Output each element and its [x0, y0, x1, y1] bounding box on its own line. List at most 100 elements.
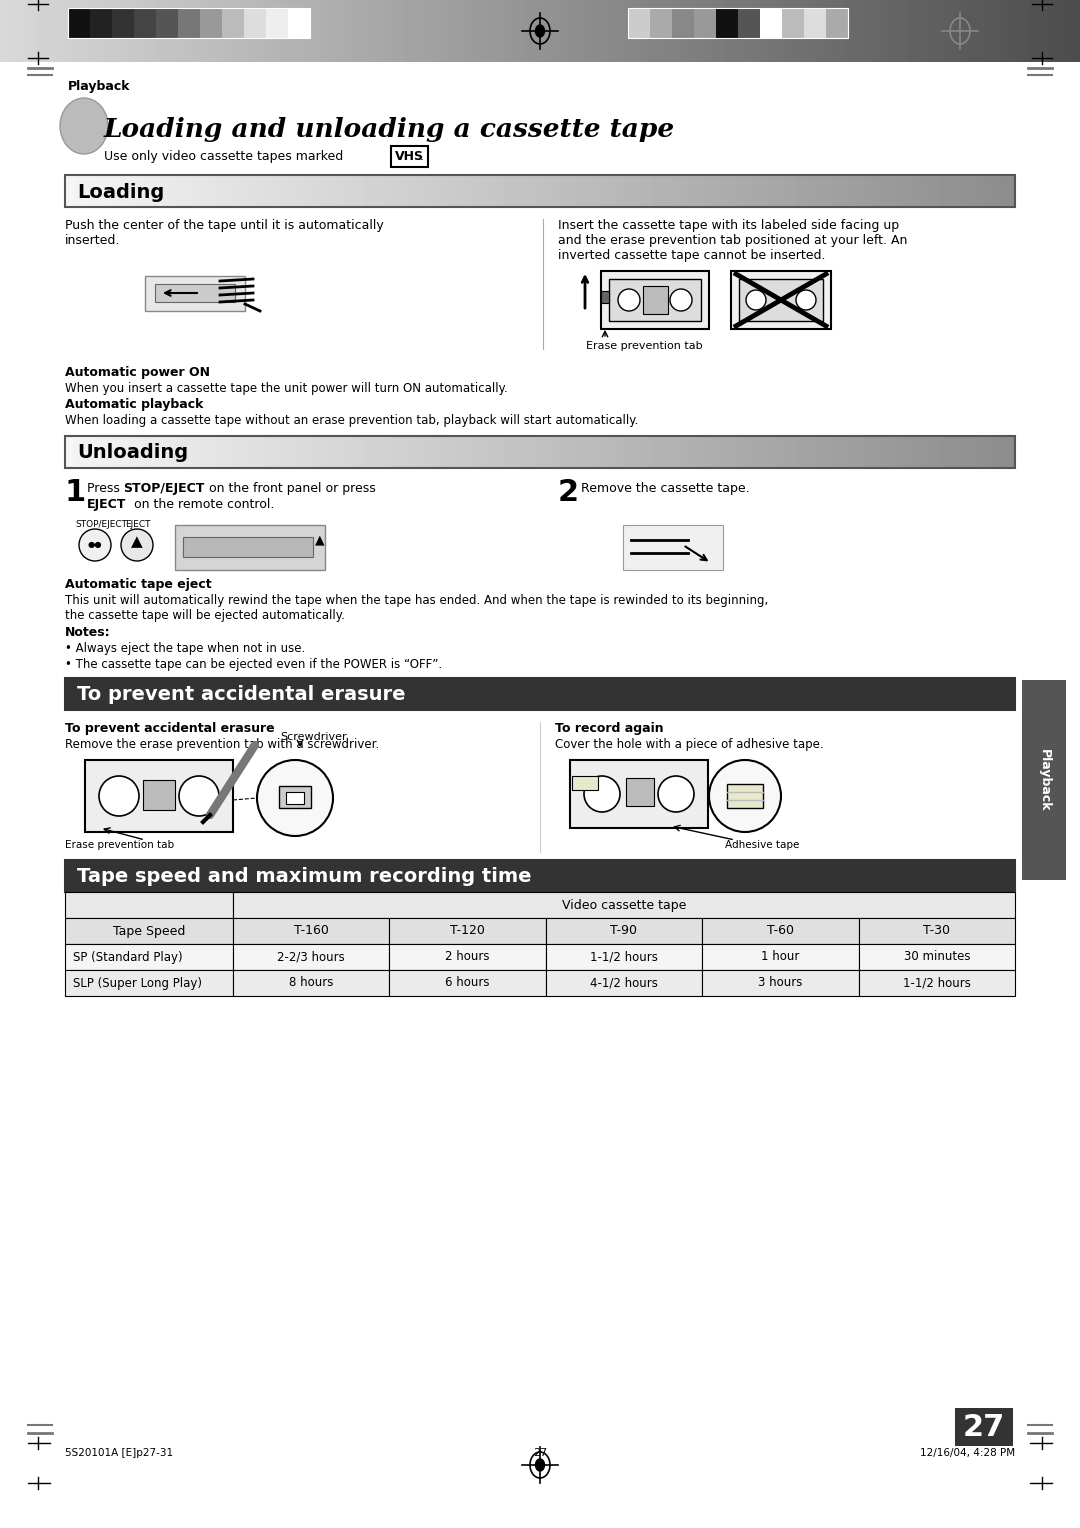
- Bar: [859, 918, 1015, 944]
- Bar: [572, 776, 598, 790]
- Bar: [738, 8, 760, 38]
- Bar: [65, 970, 233, 996]
- Text: 5S20101A [E]p27-31: 5S20101A [E]p27-31: [65, 1449, 173, 1458]
- Circle shape: [746, 290, 766, 310]
- Bar: [545, 970, 702, 996]
- Text: Automatic playback: Automatic playback: [65, 397, 203, 411]
- Bar: [90, 8, 112, 38]
- Bar: [143, 779, 175, 810]
- Circle shape: [79, 529, 111, 561]
- Text: Automatic tape eject: Automatic tape eject: [65, 578, 212, 591]
- Circle shape: [121, 529, 153, 561]
- Bar: [68, 8, 310, 38]
- Text: To prevent accidental erasure: To prevent accidental erasure: [65, 723, 274, 735]
- Bar: [233, 918, 390, 944]
- Text: Video cassette tape: Video cassette tape: [562, 898, 686, 912]
- Bar: [222, 8, 244, 38]
- Text: T-90: T-90: [610, 924, 637, 938]
- Text: 1-1/2 hours: 1-1/2 hours: [903, 976, 971, 990]
- Bar: [390, 944, 545, 970]
- Bar: [65, 918, 233, 944]
- Bar: [178, 8, 200, 38]
- Text: 27: 27: [532, 1449, 548, 1458]
- Text: Unloading: Unloading: [77, 443, 188, 463]
- Text: STOP/EJECT: STOP/EJECT: [123, 481, 204, 495]
- Text: Automatic power ON: Automatic power ON: [65, 367, 210, 379]
- Text: Remove the cassette tape.: Remove the cassette tape.: [581, 481, 750, 495]
- Bar: [156, 8, 178, 38]
- Bar: [804, 8, 826, 38]
- Circle shape: [179, 776, 219, 816]
- Text: VHS: VHS: [395, 150, 424, 163]
- Text: ▲: ▲: [315, 533, 325, 545]
- Bar: [623, 526, 723, 570]
- Bar: [279, 785, 311, 808]
- Bar: [288, 8, 310, 38]
- Bar: [134, 8, 156, 38]
- Text: 27: 27: [963, 1412, 1005, 1441]
- Bar: [545, 918, 702, 944]
- Text: 1 hour: 1 hour: [761, 950, 799, 964]
- Bar: [183, 536, 313, 558]
- Circle shape: [796, 290, 816, 310]
- Bar: [233, 970, 390, 996]
- Text: 1-1/2 hours: 1-1/2 hours: [590, 950, 658, 964]
- Bar: [650, 8, 672, 38]
- Text: on the front panel or press: on the front panel or press: [205, 481, 376, 495]
- Bar: [694, 8, 716, 38]
- Text: EJECT: EJECT: [125, 520, 150, 529]
- Text: .: .: [420, 150, 424, 163]
- Text: Erase prevention tab: Erase prevention tab: [65, 840, 174, 850]
- Text: T-30: T-30: [923, 924, 950, 938]
- Text: To prevent accidental erasure: To prevent accidental erasure: [77, 686, 405, 704]
- Text: 2-2/3 hours: 2-2/3 hours: [278, 950, 346, 964]
- Text: Push the center of the tape until it is automatically
inserted.: Push the center of the tape until it is …: [65, 219, 383, 248]
- Bar: [859, 970, 1015, 996]
- Text: This unit will automatically rewind the tape when the tape has ended. And when t: This unit will automatically rewind the …: [65, 594, 768, 622]
- Text: ▲: ▲: [131, 535, 143, 550]
- Text: 12/16/04, 4:28 PM: 12/16/04, 4:28 PM: [920, 1449, 1015, 1458]
- Text: T-160: T-160: [294, 924, 328, 938]
- Text: • The cassette tape can be ejected even if the POWER is “OFF”.: • The cassette tape can be ejected even …: [65, 659, 442, 671]
- Bar: [85, 759, 233, 833]
- Text: 1: 1: [65, 478, 86, 507]
- Bar: [244, 8, 266, 38]
- Text: Erase prevention tab: Erase prevention tab: [586, 341, 703, 351]
- Text: When you insert a cassette tape the unit power will turn ON automatically.: When you insert a cassette tape the unit…: [65, 382, 508, 396]
- Bar: [233, 892, 1015, 918]
- Bar: [600, 290, 609, 303]
- Text: Screwdriver: Screwdriver: [280, 732, 347, 743]
- Bar: [702, 944, 859, 970]
- Bar: [112, 8, 134, 38]
- Circle shape: [658, 776, 694, 811]
- Text: T-120: T-120: [450, 924, 485, 938]
- Bar: [600, 270, 708, 329]
- Text: Remove the erase prevention tab with a screwdriver.: Remove the erase prevention tab with a s…: [65, 738, 379, 750]
- Bar: [727, 784, 762, 808]
- Text: Playback: Playback: [68, 79, 131, 93]
- Text: Tape speed and maximum recording time: Tape speed and maximum recording time: [77, 868, 531, 886]
- Circle shape: [708, 759, 781, 833]
- Circle shape: [99, 776, 139, 816]
- Bar: [65, 678, 1015, 711]
- Bar: [65, 892, 233, 918]
- Bar: [702, 970, 859, 996]
- Bar: [286, 792, 303, 804]
- Bar: [859, 944, 1015, 970]
- Bar: [175, 526, 325, 570]
- Text: 3 hours: 3 hours: [758, 976, 802, 990]
- Text: ●●: ●●: [87, 541, 103, 550]
- Bar: [65, 944, 233, 970]
- Text: Playback: Playback: [1038, 749, 1051, 811]
- Bar: [627, 8, 848, 38]
- Bar: [955, 1407, 1013, 1445]
- Text: 30 minutes: 30 minutes: [904, 950, 970, 964]
- Bar: [643, 286, 669, 313]
- Bar: [627, 8, 650, 38]
- Text: SLP (Super Long Play): SLP (Super Long Play): [73, 976, 202, 990]
- Circle shape: [618, 289, 640, 312]
- Bar: [826, 8, 848, 38]
- Text: T-60: T-60: [767, 924, 794, 938]
- Text: Notes:: Notes:: [65, 626, 110, 639]
- Bar: [65, 860, 1015, 892]
